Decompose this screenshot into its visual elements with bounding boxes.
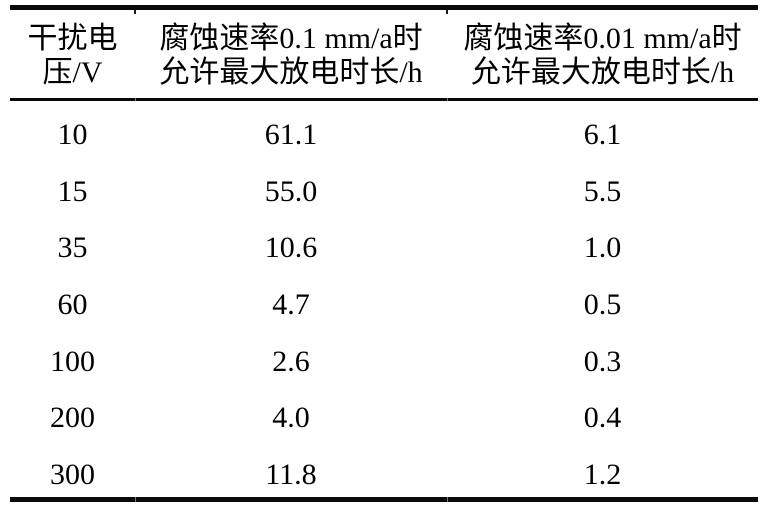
table-header-separator-rule <box>10 98 758 101</box>
table-cell-voltage: 300 <box>50 457 95 491</box>
header-line: 干扰电 <box>27 22 118 55</box>
table-row: 10 61.1 6.1 <box>10 101 758 158</box>
table-cell-duration-0.01: 1.2 <box>583 457 622 491</box>
column-divider-seam <box>135 496 136 502</box>
table-cell-duration-0.1: 61.1 <box>264 118 318 152</box>
header-cell-max-discharge-0.01: 腐蚀速率0.01 mm/a时 允许最大放电时长/h <box>447 18 758 90</box>
header-line: 腐蚀速率0.1 mm/a时 <box>159 22 423 55</box>
table-cell-duration-0.01: 0.3 <box>583 344 622 378</box>
column-divider-seam <box>447 496 448 502</box>
table-cell-duration-0.1: 4.7 <box>272 287 310 321</box>
table-cell-duration-0.1: 4.0 <box>272 401 310 435</box>
table-row: 200 4.0 0.4 <box>10 384 758 441</box>
header-line: 允许最大放电时长/h <box>159 56 423 89</box>
table-row: 35 10.6 1.0 <box>10 214 758 271</box>
table-cell-duration-0.01: 5.5 <box>583 174 622 208</box>
table-cell-voltage: 15 <box>57 174 88 208</box>
header-line: 压/V <box>42 56 103 89</box>
table-row: 15 55.0 5.5 <box>10 158 758 215</box>
table-cell-duration-0.1: 11.8 <box>265 457 317 491</box>
header-line: 允许最大放电时长/h <box>470 56 735 89</box>
table-cell-duration-0.1: 2.6 <box>272 344 310 378</box>
table-row: 60 4.7 0.5 <box>10 271 758 328</box>
column-divider-seam <box>447 98 448 101</box>
table-cell-voltage: 10 <box>57 118 88 152</box>
table-row: 300 11.8 1.2 <box>10 440 758 497</box>
table-cell-voltage: 100 <box>50 344 95 378</box>
table-bottom-rule <box>10 496 758 502</box>
column-divider-seam <box>135 98 136 101</box>
data-table: 干扰电 压/V 腐蚀速率0.1 mm/a时 允许最大放电时长/h 腐蚀速率0.0… <box>10 5 758 502</box>
table-cell-duration-0.01: 1.0 <box>583 231 622 265</box>
table-cell-duration-0.01: 0.4 <box>583 401 622 435</box>
header-cell-max-discharge-0.1: 腐蚀速率0.1 mm/a时 允许最大放电时长/h <box>135 18 447 90</box>
table-cell-voltage: 35 <box>57 231 88 265</box>
table-cell-duration-0.01: 0.5 <box>583 287 622 321</box>
table-cell-duration-0.1: 10.6 <box>264 231 318 265</box>
table-cell-voltage: 200 <box>50 401 95 435</box>
table-cell-duration-0.1: 55.0 <box>264 174 318 208</box>
table-cell-voltage: 60 <box>57 287 88 321</box>
column-divider-stub <box>134 10 136 14</box>
table-top-rule <box>10 5 758 14</box>
header-cell-interference-voltage: 干扰电 压/V <box>10 18 135 90</box>
table-header-row: 干扰电 压/V 腐蚀速率0.1 mm/a时 允许最大放电时长/h 腐蚀速率0.0… <box>10 10 758 98</box>
column-divider-stub <box>446 10 448 14</box>
header-line: 腐蚀速率0.01 mm/a时 <box>463 22 742 55</box>
table-body: 10 61.1 6.1 15 55.0 5.5 35 10.6 1.0 60 4… <box>10 101 758 497</box>
table-cell-duration-0.01: 6.1 <box>583 118 622 152</box>
table-row: 100 2.6 0.3 <box>10 327 758 384</box>
